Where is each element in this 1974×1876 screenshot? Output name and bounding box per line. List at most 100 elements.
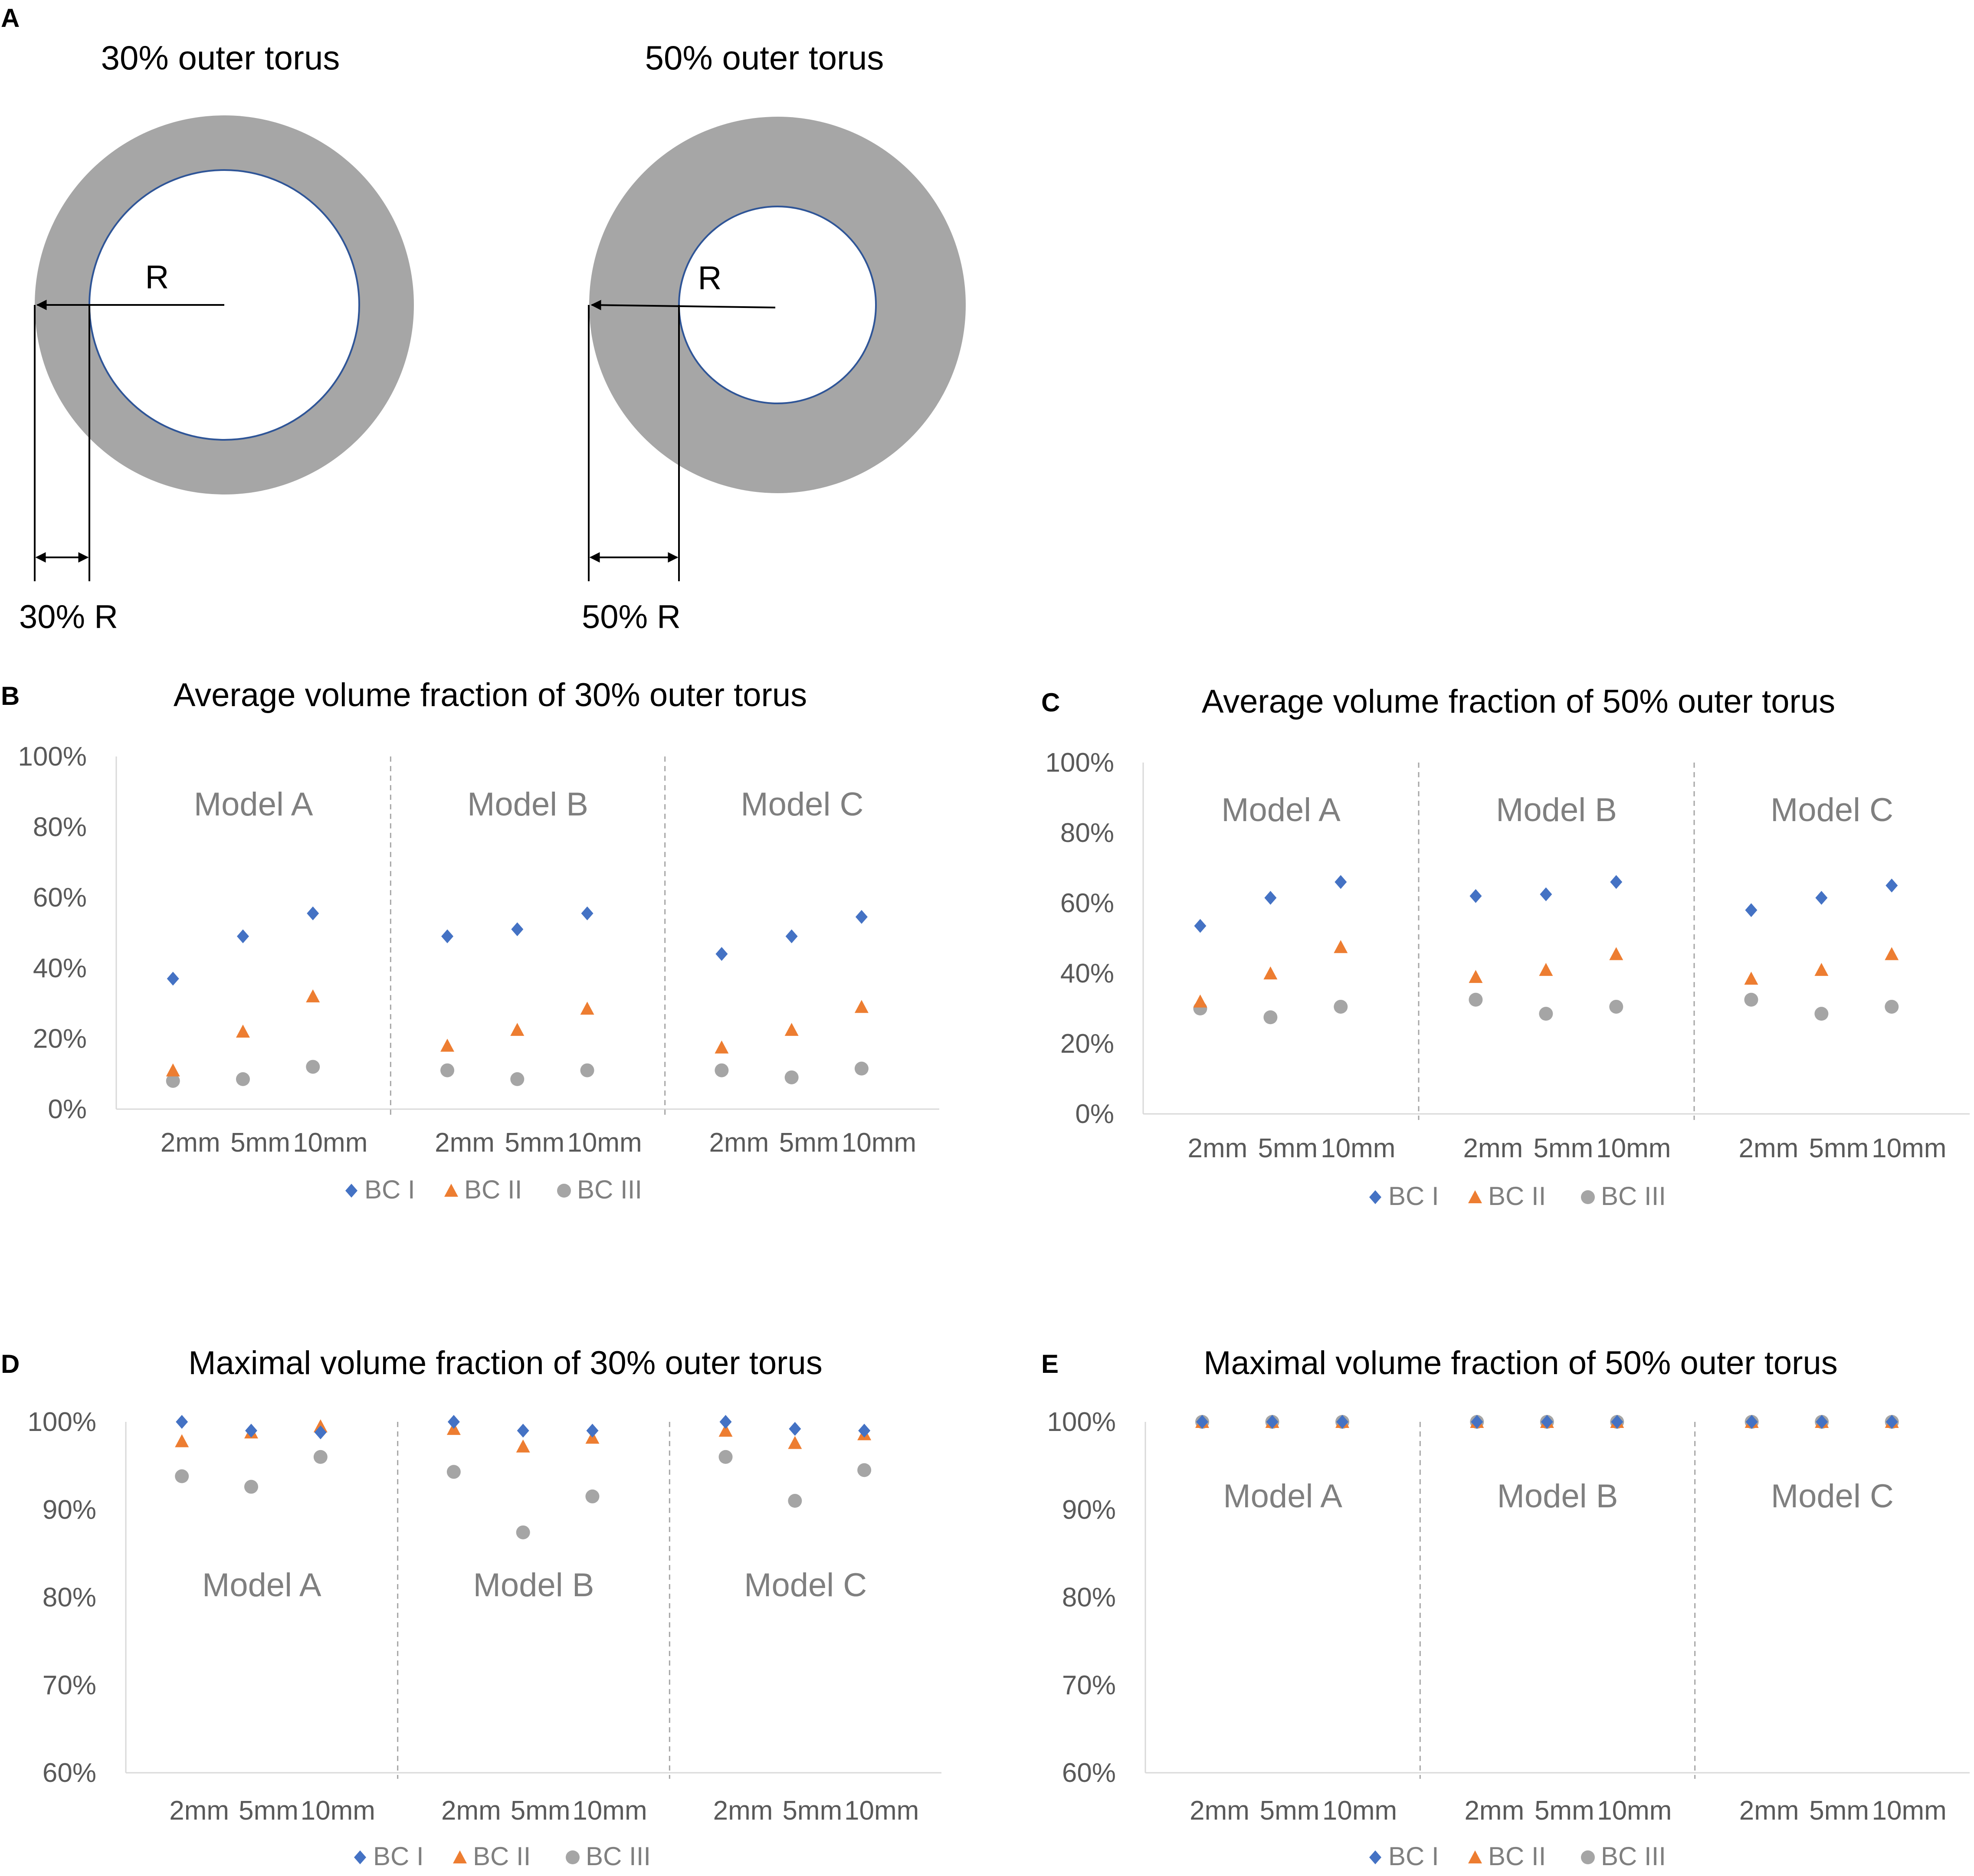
data-point-triangle	[1334, 940, 1348, 953]
category-label: 5mm	[505, 1128, 564, 1158]
data-point-circle	[166, 1074, 180, 1088]
data-point-circle	[580, 1063, 594, 1077]
y-tick-label: 80%	[1060, 818, 1114, 848]
y-tick-label: 60%	[43, 1758, 96, 1788]
legend-marker-triangle	[444, 1184, 458, 1197]
data-point-circle	[440, 1063, 455, 1077]
legend-label: BC I	[364, 1175, 415, 1204]
category-label: 10mm	[842, 1128, 916, 1158]
data-point-diamond	[789, 1422, 801, 1436]
data-point-diamond	[314, 1425, 327, 1440]
y-tick-label: 80%	[33, 812, 87, 842]
data-point-triangle	[784, 1023, 799, 1036]
data-point-triangle	[580, 1002, 594, 1015]
y-tick-label: 100%	[27, 1407, 96, 1437]
chart-panel-c: C Average volume fraction of 50% outer to…	[1041, 683, 1970, 1211]
category-label: 2mm	[441, 1796, 501, 1826]
data-point-circle	[446, 1465, 461, 1479]
data-point-diamond	[1264, 891, 1277, 905]
data-point-diamond	[1745, 903, 1758, 917]
legend-marker-circle	[1581, 1850, 1595, 1864]
category-label: 10mm	[844, 1796, 919, 1826]
data-point-triangle	[1539, 963, 1553, 976]
model-label: Model A	[194, 786, 313, 823]
data-point-diamond	[1540, 887, 1552, 901]
y-tick-label: 20%	[33, 1024, 87, 1054]
category-label: 2mm	[169, 1796, 229, 1826]
y-tick-label: 20%	[1060, 1029, 1114, 1059]
panel-letter: D	[1, 1349, 20, 1378]
category-label: 2mm	[1190, 1796, 1249, 1826]
data-point-diamond	[785, 929, 798, 943]
data-point-diamond	[715, 947, 728, 961]
y-tick-label: 100%	[18, 742, 87, 772]
panel-a-letter: A	[1, 3, 20, 33]
data-point-diamond	[517, 1424, 529, 1438]
torus-50-thickness-label: 50% R	[582, 599, 681, 635]
data-point-circle	[718, 1450, 733, 1464]
data-point-diamond	[1885, 878, 1898, 893]
model-label: Model B	[1497, 1478, 1618, 1515]
category-label: 2mm	[1188, 1133, 1248, 1163]
data-point-triangle	[1609, 947, 1623, 960]
data-point-triangle	[306, 989, 320, 1002]
data-point-diamond	[236, 929, 249, 943]
legend-label: BC II	[1488, 1182, 1546, 1211]
torus-50-diagram: 50% outer torus R 50% R	[582, 39, 966, 635]
model-label: Model C	[744, 1567, 867, 1604]
data-point-circle	[857, 1463, 872, 1477]
y-tick-label: 70%	[1062, 1670, 1116, 1700]
y-tick-label: 60%	[1062, 1758, 1116, 1788]
data-point-triangle	[516, 1439, 530, 1453]
legend-label: BC III	[1601, 1182, 1666, 1211]
data-point-diamond	[1335, 875, 1347, 889]
category-label: 10mm	[572, 1796, 647, 1826]
data-point-diamond	[167, 972, 179, 986]
data-point-triangle	[236, 1025, 250, 1038]
data-point-circle	[313, 1450, 328, 1464]
panel-a: A 30% outer torus R 30% R 50% outer toru…	[1, 3, 966, 635]
data-point-circle	[516, 1525, 530, 1539]
data-point-triangle	[1885, 947, 1899, 960]
y-tick-label: 100%	[1047, 1407, 1116, 1437]
category-label: 5mm	[1809, 1796, 1869, 1826]
y-tick-label: 40%	[1060, 959, 1114, 989]
category-label: 5mm	[1258, 1133, 1318, 1163]
torus-50-radius-arrow	[590, 300, 776, 311]
y-tick-label: 0%	[48, 1094, 87, 1124]
model-label: Model B	[1496, 792, 1617, 828]
data-point-diamond	[511, 922, 524, 936]
category-label: 10mm	[1872, 1796, 1947, 1826]
category-label: 10mm	[301, 1796, 375, 1826]
category-label: 10mm	[1321, 1133, 1395, 1163]
legend-marker-circle	[557, 1184, 571, 1198]
model-label: Model A	[202, 1567, 321, 1604]
data-point-triangle	[1744, 972, 1758, 985]
model-label: Model B	[473, 1567, 594, 1604]
data-point-diamond	[1471, 1415, 1483, 1429]
data-point-triangle	[440, 1038, 455, 1052]
data-point-circle	[244, 1480, 258, 1494]
data-point-circle	[175, 1469, 189, 1483]
category-label: 2mm	[709, 1128, 769, 1158]
y-tick-label: 70%	[43, 1670, 96, 1700]
data-point-triangle	[1263, 966, 1278, 979]
data-point-diamond	[1469, 889, 1482, 903]
chart-title: Maximal volume fraction of 50% outer tor…	[1203, 1345, 1838, 1382]
model-label: Model C	[1771, 1478, 1894, 1515]
data-point-diamond	[1266, 1415, 1279, 1429]
y-tick-label: 80%	[43, 1583, 96, 1613]
data-point-triangle	[175, 1434, 189, 1447]
category-label: 10mm	[293, 1128, 367, 1158]
data-point-circle	[854, 1061, 869, 1076]
panel-letter: E	[1041, 1349, 1059, 1378]
data-point-circle	[236, 1072, 250, 1086]
data-point-circle	[1263, 1010, 1278, 1025]
legend-marker-circle	[1581, 1190, 1595, 1204]
data-point-circle	[1469, 992, 1483, 1007]
panel-letter: C	[1041, 688, 1060, 717]
y-tick-label: 100%	[1045, 748, 1114, 778]
category-label: 10mm	[1597, 1796, 1672, 1826]
legend-marker-diamond	[354, 1850, 366, 1864]
